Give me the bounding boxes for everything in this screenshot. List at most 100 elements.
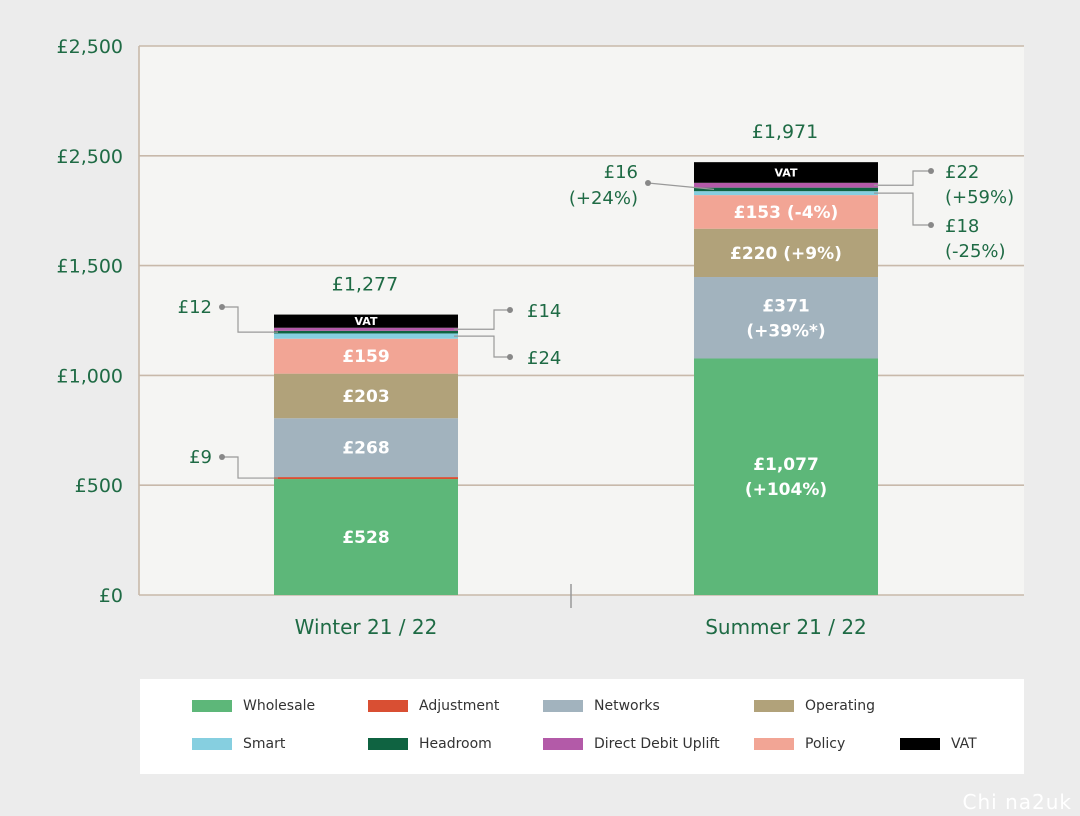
segment-label: £203: [342, 387, 389, 407]
bar-segment-wholesale: [274, 479, 458, 595]
bar-total-label: £1,277: [332, 274, 398, 296]
segment-label: VAT: [775, 166, 798, 179]
bars: £528 £268 £203 £159 VAT £1,277 £1,077 (+104%) £3…: [274, 121, 878, 595]
plot-background: [139, 46, 1024, 595]
segment-label: £159: [342, 347, 389, 367]
legend-swatch: [900, 738, 940, 750]
bar-segment-vat: [694, 162, 878, 183]
legend-label: Smart: [243, 736, 286, 752]
y-tick-label: £500: [75, 475, 123, 497]
legend-swatch: [754, 738, 794, 750]
leader-dot: [645, 180, 651, 186]
bar-segment-networks: [694, 277, 878, 359]
annotation-headroom: £16 (+24%): [569, 162, 715, 209]
y-axis-ticks: £0 £500 £1,000 £1,500 £2,500 £2,500: [57, 36, 123, 607]
segment-label: £1,077: [753, 455, 819, 475]
annotation-label: £18: [945, 216, 979, 237]
bar-segment-policy: [694, 195, 878, 229]
legend-label: Adjustment: [419, 698, 500, 714]
legend-item-direct_debit_uplift: Direct Debit Uplift: [543, 734, 720, 754]
segment-label: VAT: [355, 315, 378, 328]
leader-line: [874, 192, 931, 226]
annotation-direct_debit_uplift: £14: [454, 301, 561, 330]
annotation-adjustment: £9: [189, 447, 278, 479]
annotations: £12 £14 £24 £9 £16 (+24%) £22 (+59%) £18 (-25%): [178, 162, 1014, 479]
bar-segment-direct_debit_uplift: [694, 182, 878, 188]
y-tick-label: £0: [99, 585, 123, 607]
leader-line: [222, 306, 278, 333]
y-tick-label: £1,500: [57, 256, 123, 278]
bar-total-label: £1,971: [752, 121, 818, 143]
legend-swatch: [543, 738, 583, 750]
segment-label: £153 (-4%): [734, 203, 839, 223]
annotation-label: (+59%): [945, 187, 1014, 208]
annotation-smart: £18 (-25%): [874, 192, 1006, 262]
x-category-label: Summer 21 / 22: [705, 615, 867, 639]
y-tick-label: £2,500: [57, 36, 123, 58]
y-tick-label: £2,500: [57, 146, 123, 168]
legend-item-operating: Operating: [754, 696, 875, 716]
legend-item-vat: VAT: [900, 734, 977, 754]
legend-swatch: [192, 738, 232, 750]
bar-segment-vat: [274, 314, 458, 328]
annotation-label: (+24%): [569, 188, 638, 209]
legend-swatch: [543, 700, 583, 712]
leader-line: [647, 182, 715, 190]
watermark: Chi na2uk: [962, 790, 1072, 814]
legend-swatch: [754, 700, 794, 712]
annotation-direct_debit_uplift: £22 (+59%): [874, 162, 1014, 208]
annotation-label: £9: [189, 447, 212, 468]
leader-dot: [507, 307, 513, 313]
bar-segment-policy: [274, 338, 458, 374]
legend: Wholesale Adjustment Networks Operating Smar…: [140, 679, 1024, 774]
legend-label: Wholesale: [243, 698, 316, 714]
legend-item-networks: Networks: [543, 696, 660, 716]
bar-segment-direct_debit_uplift: [274, 327, 458, 331]
legend-label: Direct Debit Uplift: [594, 736, 720, 752]
bar-segment-wholesale: [694, 358, 878, 595]
legend-item-headroom: Headroom: [368, 734, 492, 754]
y-tick-label: £1,000: [57, 365, 123, 387]
legend-label: Headroom: [419, 736, 492, 752]
leader-dot: [219, 454, 225, 460]
legend-item-smart: Smart: [192, 734, 285, 754]
annotation-label: £16: [604, 162, 638, 183]
legend-swatch: [368, 700, 408, 712]
leader-dot: [928, 222, 934, 228]
legend-item-adjustment: Adjustment: [368, 696, 499, 716]
bar-segment-headroom: [694, 187, 878, 192]
stacked-bar-chart: £0£500£1,000£1,500£2,500£2,500 £528£268£…: [57, 36, 1024, 639]
annotation-label: (-25%): [945, 241, 1006, 262]
bar-segment-adjustment: [274, 477, 458, 480]
annotation-smart: £24: [454, 335, 561, 369]
bar-segment-networks: [274, 418, 458, 478]
annotation-headroom: £12: [178, 297, 278, 333]
legend-item-wholesale: Wholesale: [192, 696, 315, 716]
legend-label: VAT: [951, 736, 977, 752]
leader-dot: [928, 168, 934, 174]
bar-segment-smart: [694, 191, 878, 196]
leader-line: [454, 335, 510, 358]
annotation-label: £14: [527, 301, 561, 322]
leader-line: [454, 309, 510, 330]
leader-line: [874, 170, 931, 186]
legend-item-policy: Policy: [754, 734, 845, 754]
legend-label: Policy: [805, 736, 846, 752]
segment-label: (+104%): [745, 480, 827, 500]
segment-label: (+39%*): [746, 321, 825, 341]
segment-label: £371: [762, 296, 809, 316]
leader-line: [222, 456, 278, 479]
segment-label: £220 (+9%): [730, 244, 842, 264]
segment-label: £528: [342, 528, 389, 548]
x-category-label: Winter 21 / 22: [295, 615, 438, 639]
legend-swatch: [368, 738, 408, 750]
leader-dot: [507, 354, 513, 360]
segment-label: £268: [342, 439, 389, 459]
leader-dot: [219, 304, 225, 310]
annotation-label: £24: [527, 348, 561, 369]
bar-segment-operating: [274, 373, 458, 419]
legend-swatch: [192, 700, 232, 712]
legend-label: Networks: [594, 698, 660, 714]
bar-segment-operating: [694, 228, 878, 278]
bar-segment-headroom: [274, 330, 458, 334]
